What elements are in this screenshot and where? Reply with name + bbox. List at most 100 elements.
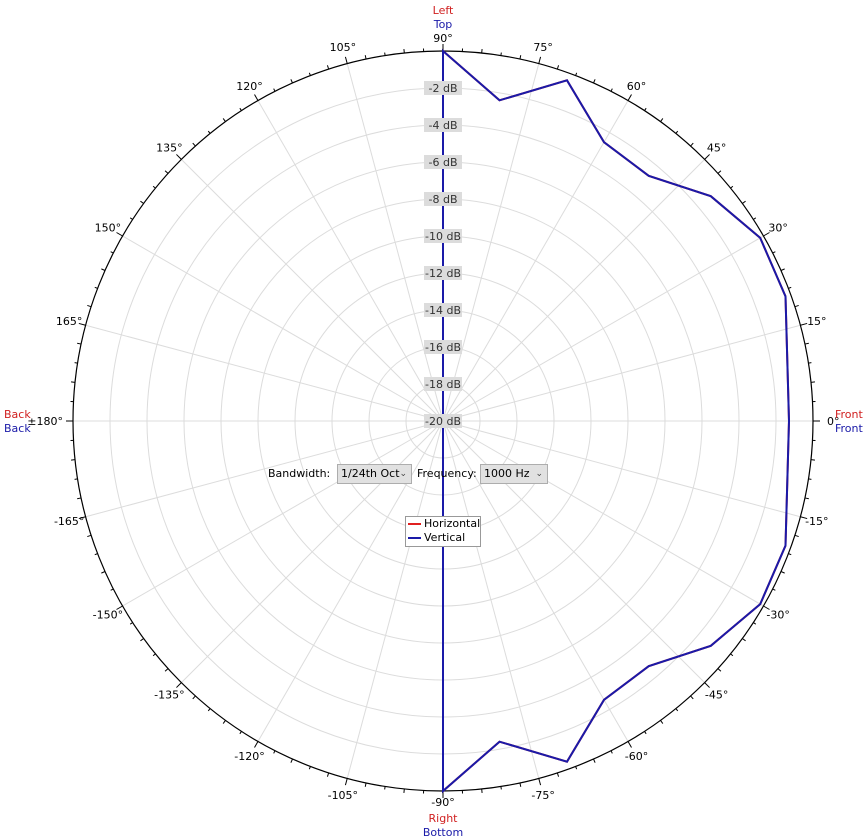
frequency-select[interactable]: 1000 Hz ⌄: [480, 464, 548, 484]
angle-tick: [273, 750, 276, 754]
angle-tick: [704, 682, 710, 688]
angle-tick-label: 165°: [56, 315, 83, 328]
angle-tick: [753, 217, 757, 220]
angle-tick: [344, 56, 348, 64]
radial-tick-label: -12 dB: [425, 267, 461, 280]
grid-spoke: [85, 420, 444, 518]
angle-tick: [804, 342, 809, 345]
angle-tick-label: -90°: [431, 796, 454, 809]
angle-tick: [94, 286, 98, 289]
angle-tick: [290, 79, 293, 84]
bandwidth-value: 1/24th Oct: [341, 467, 400, 480]
legend-label: Vertical: [424, 531, 466, 544]
legend-item-vertical[interactable]: Vertical: [406, 531, 480, 545]
grid-spoke: [442, 420, 629, 742]
angle-tick: [308, 766, 311, 770]
grid-spoke: [442, 420, 764, 607]
angle-tick: [772, 251, 776, 254]
angle-tick: [140, 200, 144, 204]
radial-tick-label: -14 dB: [425, 304, 461, 317]
angle-tick: [77, 497, 82, 500]
direction-label-bottom-horizontal: Right: [429, 812, 459, 825]
angle-tick: [176, 682, 182, 688]
grid-spoke: [122, 235, 444, 422]
radial-tick-label: -16 dB: [425, 341, 461, 354]
angle-tick: [192, 142, 196, 147]
angle-tick: [78, 516, 86, 520]
angle-tick: [87, 304, 92, 308]
angle-tick-label: -60°: [625, 750, 648, 763]
angle-tick: [556, 65, 560, 70]
grid-spoke: [442, 420, 705, 683]
angle-tick: [152, 185, 156, 189]
angle-tick: [239, 107, 242, 111]
radial-label-bg: [424, 118, 462, 132]
angle-tick: [164, 668, 169, 672]
angle-tick: [326, 65, 330, 70]
angle-tick: [78, 322, 86, 326]
radial-tick-label: -18 dB: [425, 378, 461, 391]
angle-tick-label: 45°: [707, 141, 727, 154]
angle-tick: [730, 653, 734, 657]
angle-tick: [538, 56, 542, 64]
angle-tick-label: 120°: [236, 80, 263, 93]
angle-tick-label: -150°: [93, 609, 123, 622]
radial-label-bg: [424, 155, 462, 169]
angle-tick-label: 105°: [330, 41, 357, 54]
angle-tick: [788, 553, 792, 556]
grid-spoke: [442, 420, 801, 518]
angle-tick: [364, 782, 367, 787]
grid-spoke: [346, 63, 444, 422]
legend-swatch: [408, 523, 421, 525]
angle-tick: [730, 185, 734, 189]
angle-tick: [94, 553, 98, 556]
angle-tick: [164, 170, 169, 174]
bandwidth-select[interactable]: 1/24th Oct ⌄: [337, 464, 412, 484]
angle-tick: [140, 638, 144, 642]
direction-label-right-vertical: Front: [835, 422, 864, 435]
angle-tick: [575, 72, 578, 76]
angle-tick: [788, 286, 792, 289]
angle-tick: [101, 268, 106, 271]
radial-tick-label: -8 dB: [429, 193, 458, 206]
angle-tick: [129, 622, 133, 625]
radial-label-bg: [424, 303, 462, 317]
angle-tick: [222, 720, 226, 724]
angle-tick: [207, 130, 211, 134]
angle-tick: [110, 588, 114, 591]
angle-tick: [660, 118, 664, 122]
bandwidth-label: Bandwidth:: [268, 467, 331, 480]
radial-label-bg: [424, 192, 462, 206]
angle-tick: [519, 55, 522, 60]
legend-item-horizontal[interactable]: Horizontal: [406, 517, 480, 531]
angle-tick-label: ±180°: [27, 415, 63, 428]
angle-tick: [110, 251, 114, 254]
angle-tick: [176, 154, 182, 160]
direction-label-bottom-vertical: Bottom: [423, 826, 463, 839]
radial-tick-label: -20 dB: [425, 415, 461, 428]
angle-tick: [627, 94, 632, 101]
angle-tick: [326, 772, 330, 777]
angle-tick: [254, 94, 259, 101]
angle-tick-label: -30°: [766, 609, 789, 622]
angle-tick: [690, 142, 694, 147]
grid-spoke: [122, 420, 444, 607]
angle-tick-label: 90°: [433, 32, 453, 45]
angle-tick: [794, 304, 799, 308]
angle-tick: [87, 534, 92, 538]
grid-spoke: [181, 159, 444, 422]
angle-tick: [780, 268, 785, 271]
angle-tick: [717, 668, 722, 672]
grid-spoke: [257, 100, 444, 422]
radial-label-bg: [424, 266, 462, 280]
angle-tick: [675, 130, 679, 134]
angle-tick-label: 30°: [768, 222, 788, 235]
angle-tick: [804, 497, 809, 500]
radial-label-bg: [424, 414, 462, 428]
direction-label-top-horizontal: Left: [433, 4, 454, 17]
angle-tick-label: -165°: [54, 515, 84, 528]
angle-tick: [575, 766, 578, 770]
angle-tick: [290, 758, 293, 763]
angle-tick-label: -45°: [705, 689, 728, 702]
chevron-down-icon: ⌄: [535, 469, 543, 479]
